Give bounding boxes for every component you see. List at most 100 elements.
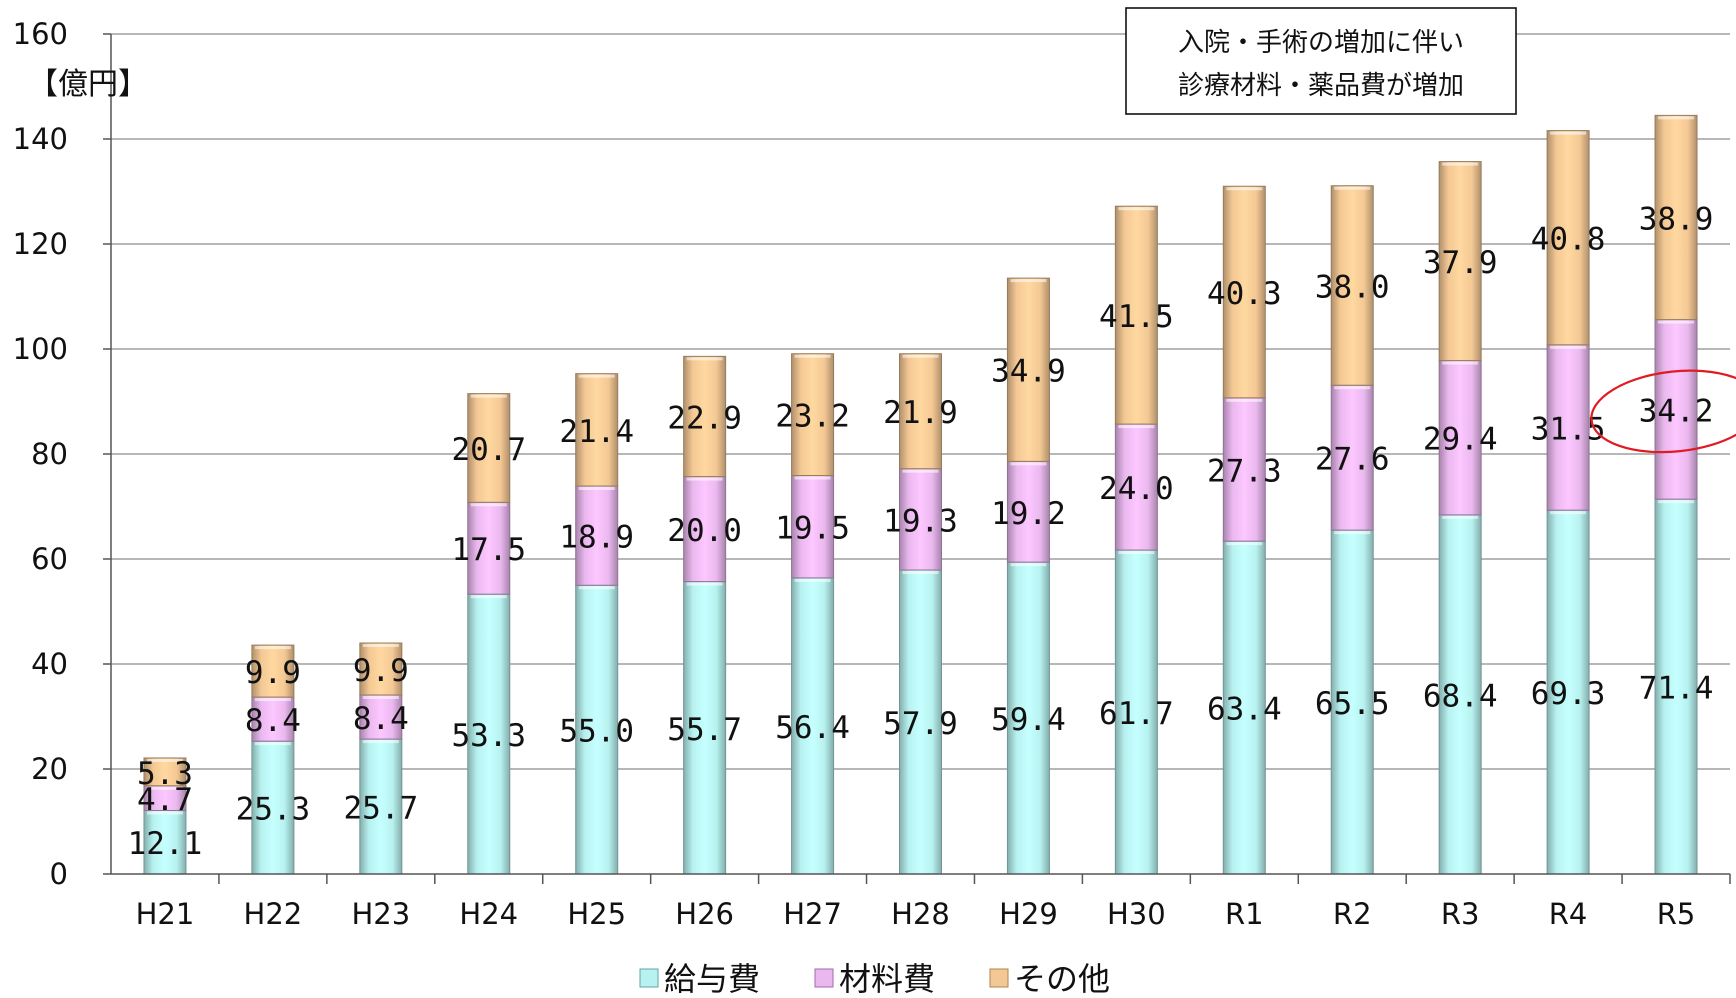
annotation-box: 入院・手術の増加に伴い 診療材料・薬品費が増加 <box>1125 7 1517 115</box>
bar-segment-highlight <box>902 469 939 473</box>
data-label: 21.9 <box>883 395 958 431</box>
bar-segment-highlight <box>1118 425 1155 429</box>
bar-segment <box>791 353 835 477</box>
bar-segment-highlight <box>1010 563 1047 567</box>
data-label: 21.4 <box>559 414 634 450</box>
bar-segment <box>899 468 942 571</box>
data-label: 37.9 <box>1423 245 1498 281</box>
bar-segment <box>1546 344 1590 511</box>
bar-segment-highlight <box>1442 162 1479 166</box>
x-category-label: R1 <box>1225 897 1264 931</box>
data-label: 55.7 <box>667 712 742 748</box>
bar-segment-highlight <box>362 644 399 647</box>
bar-segment-highlight <box>1334 386 1371 390</box>
y-tick-label: 20 <box>31 752 68 786</box>
bar-segment-highlight <box>146 758 183 762</box>
x-category-label: H27 <box>783 897 842 931</box>
y-tick-label: 60 <box>31 542 68 576</box>
data-label: 40.3 <box>1207 276 1282 312</box>
bar-segment <box>1654 114 1698 321</box>
legend-swatch-salary <box>639 968 659 988</box>
bar-segment <box>467 593 511 875</box>
data-label: 19.2 <box>991 496 1066 532</box>
data-label: 40.8 <box>1531 222 1606 258</box>
data-label: 18.9 <box>559 520 634 556</box>
bar-segment-highlight <box>1226 542 1263 546</box>
data-label: 61.7 <box>1099 696 1174 732</box>
bar-segment-highlight <box>1550 345 1587 349</box>
bar-segment-highlight <box>1442 361 1479 365</box>
data-label: 38.0 <box>1315 269 1390 305</box>
data-label: 9.9 <box>353 653 409 689</box>
data-label: 19.3 <box>883 503 958 539</box>
bar-segment-highlight <box>470 595 507 599</box>
bar-segment-highlight <box>254 742 291 746</box>
bar-segment <box>575 485 619 586</box>
data-label: 71.4 <box>1639 671 1714 707</box>
x-category-label: H30 <box>1107 897 1166 931</box>
data-label: 25.3 <box>236 792 311 828</box>
bar-segment <box>467 393 511 503</box>
highlight-circle <box>1590 369 1736 454</box>
data-label: 8.4 <box>353 701 409 737</box>
data-label: 57.9 <box>883 706 958 742</box>
y-tick-label: 140 <box>13 122 68 156</box>
bar-segment-highlight <box>794 354 831 358</box>
y-tick-label: 120 <box>13 227 68 261</box>
bar-segment-highlight <box>1550 131 1587 135</box>
bar-segment <box>575 373 619 487</box>
bar-segment <box>359 642 403 696</box>
legend-swatch-other <box>989 968 1009 988</box>
data-label: 20.7 <box>451 432 526 468</box>
bar-segment <box>359 694 403 740</box>
bar-segment-highlight <box>1334 531 1371 535</box>
bar-segment <box>1114 205 1158 425</box>
bar-segment-highlight <box>1658 320 1695 324</box>
y-tick-label: 40 <box>31 647 68 681</box>
data-label: 63.4 <box>1207 692 1282 728</box>
bar-segment-highlight <box>1658 500 1695 504</box>
x-category-label: R2 <box>1333 897 1372 931</box>
data-label: 9.9 <box>245 655 301 691</box>
bar-segment <box>1438 360 1482 516</box>
bar-segment-highlight <box>146 786 183 790</box>
bar-segment <box>1330 384 1374 531</box>
data-label: 19.5 <box>775 511 850 547</box>
bar-segment-highlight <box>794 476 831 480</box>
x-category-label: H23 <box>351 897 410 931</box>
y-tick-label: 100 <box>13 332 68 366</box>
data-label: 53.3 <box>451 718 526 754</box>
data-label: 69.3 <box>1531 676 1606 712</box>
bar-segment <box>791 577 835 875</box>
bar-segment-highlight <box>362 740 399 744</box>
bar-segment-highlight <box>1550 511 1587 515</box>
data-label: 27.6 <box>1315 442 1390 478</box>
bar-segment <box>1114 549 1158 875</box>
bar-segment-highlight <box>902 571 939 575</box>
bar-segment-highlight <box>794 578 831 582</box>
bar-segment <box>143 757 187 787</box>
bar-segment <box>1006 277 1050 462</box>
bar-segment-highlight <box>1226 398 1263 402</box>
bar-segment-highlight <box>470 503 507 507</box>
bar-segment-highlight <box>470 394 507 398</box>
bar-segment-highlight <box>1010 462 1047 466</box>
bar-segment-highlight <box>578 487 615 491</box>
legend-swatch-material <box>814 968 834 988</box>
data-label: 20.0 <box>667 513 742 549</box>
bar-segment <box>1330 529 1374 875</box>
data-label: 34.2 <box>1639 393 1714 429</box>
data-label: 25.7 <box>344 791 419 827</box>
legend-label-salary: 給与費 <box>664 960 760 998</box>
data-label: 24.0 <box>1099 471 1174 507</box>
bar-segment <box>683 476 727 583</box>
bar-segment-highlight <box>1010 279 1047 283</box>
data-label: 5.3 <box>137 756 193 792</box>
data-labels: 12.1 4.75.3 25.3 8.4 9.9 25.7 8.4 9.9 53.3 17.5 20… <box>128 201 1736 862</box>
bar-segment-highlight <box>1442 515 1479 519</box>
bar-segment <box>683 355 727 478</box>
data-label: 34.9 <box>991 354 1066 390</box>
data-label: 29.4 <box>1423 422 1498 458</box>
data-label: 65.5 <box>1315 686 1390 722</box>
